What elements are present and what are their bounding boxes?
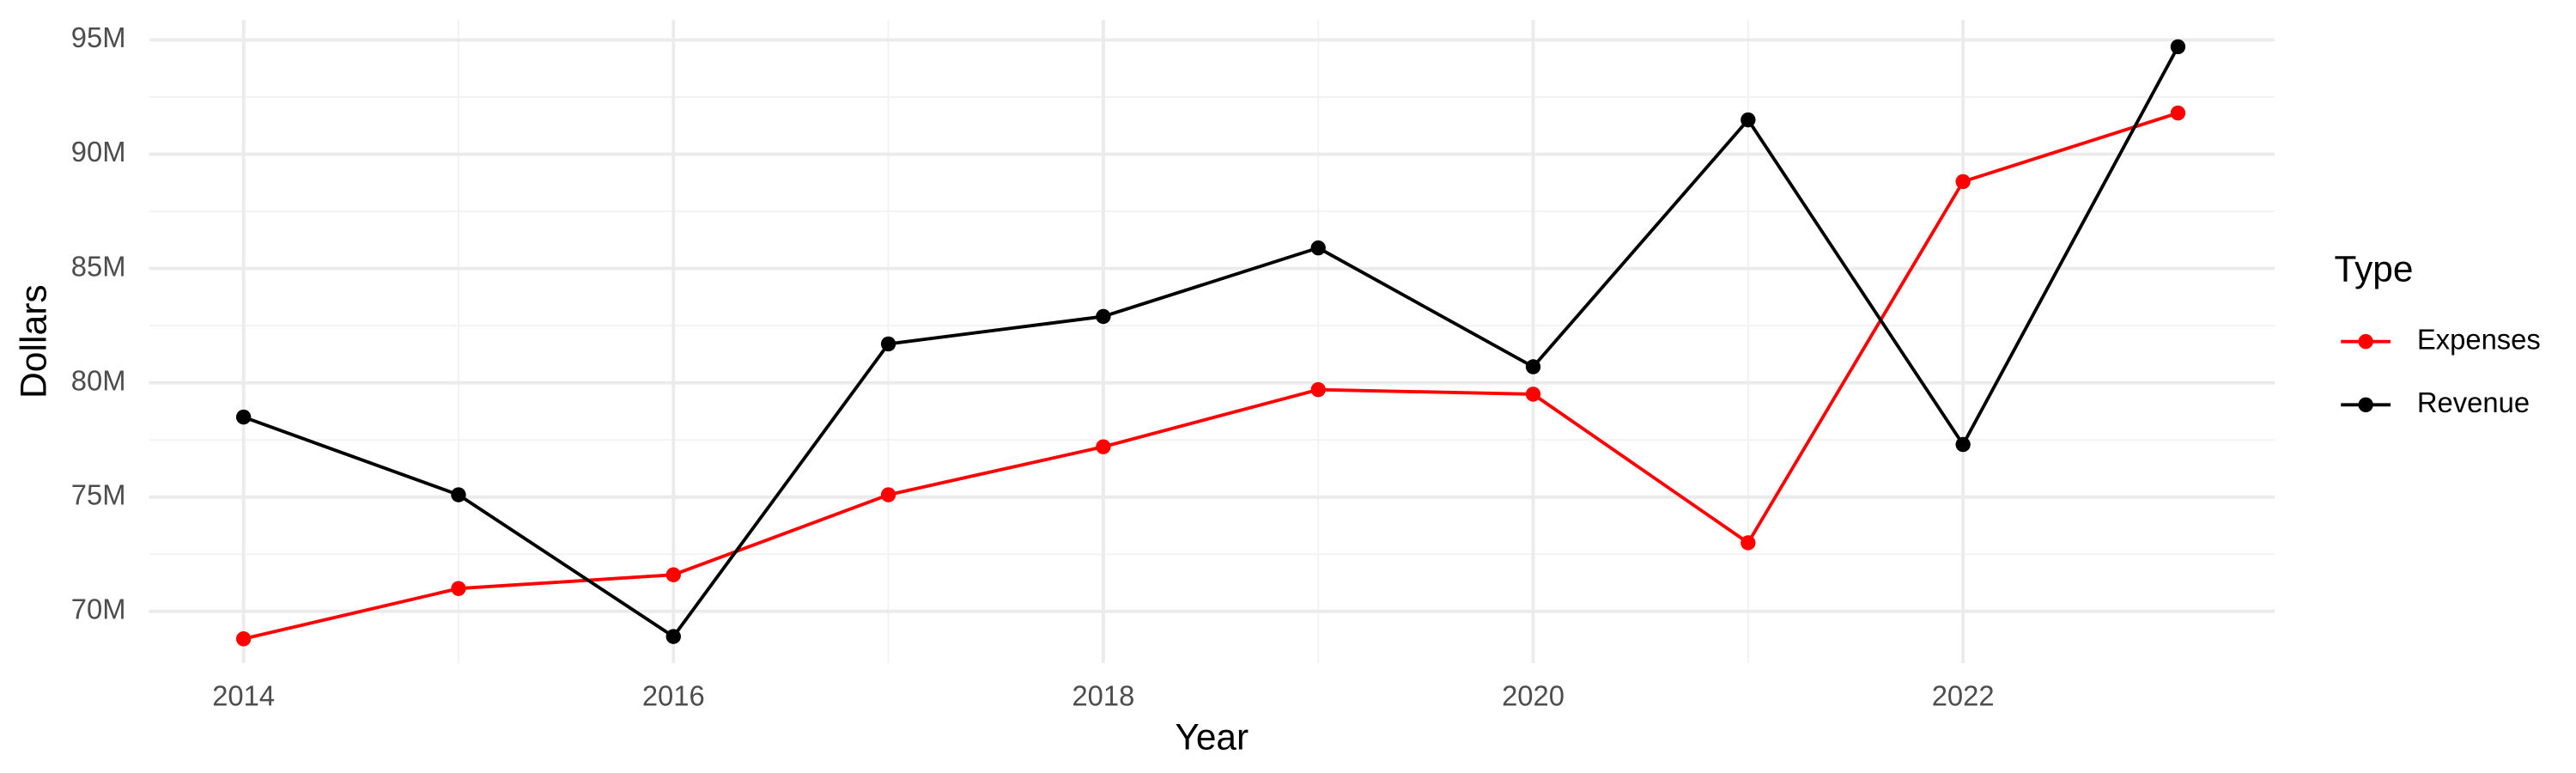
legend-key-point	[2358, 333, 2373, 350]
data-point	[1955, 436, 1971, 453]
y-tick-label: 80M	[71, 364, 126, 396]
x-tick-label: 2014	[212, 679, 275, 711]
data-point	[235, 631, 252, 647]
data-point	[451, 487, 466, 502]
data-point	[235, 409, 252, 425]
data-point	[1741, 535, 1756, 551]
data-point	[665, 629, 681, 644]
y-tick-label: 70M	[71, 593, 126, 624]
x-tick-label: 2018	[1072, 679, 1134, 711]
legend-key-point	[2358, 397, 2373, 413]
data-point	[451, 581, 466, 596]
data-point	[1096, 308, 1111, 325]
data-point	[1525, 359, 1541, 374]
legend-label: Revenue	[2417, 386, 2530, 418]
data-point	[1741, 112, 1756, 128]
data-point	[2170, 105, 2186, 121]
data-point	[1096, 439, 1111, 454]
data-point	[1955, 173, 1971, 190]
data-point	[880, 336, 896, 352]
legend-title: Type	[2335, 248, 2414, 289]
data-point	[665, 567, 681, 582]
data-point	[880, 487, 896, 502]
series-line	[243, 46, 2180, 639]
y-tick-label: 85M	[71, 250, 126, 282]
y-tick-label: 75M	[71, 478, 126, 510]
y-tick-label: 95M	[71, 21, 126, 53]
x-axis-title: Year	[1175, 716, 1249, 758]
series-line	[243, 111, 2179, 641]
data-point	[1310, 240, 1326, 256]
legend-label: Expenses	[2417, 323, 2541, 355]
y-tick-label: 90M	[71, 136, 126, 167]
y-axis-title: Dollars	[14, 284, 55, 399]
data-point	[1525, 386, 1541, 402]
data-point	[1310, 381, 1326, 398]
x-tick-label: 2020	[1502, 679, 1564, 711]
x-tick-label: 2016	[642, 679, 705, 711]
data-point	[2170, 39, 2186, 55]
x-tick-label: 2022	[1932, 679, 1995, 711]
